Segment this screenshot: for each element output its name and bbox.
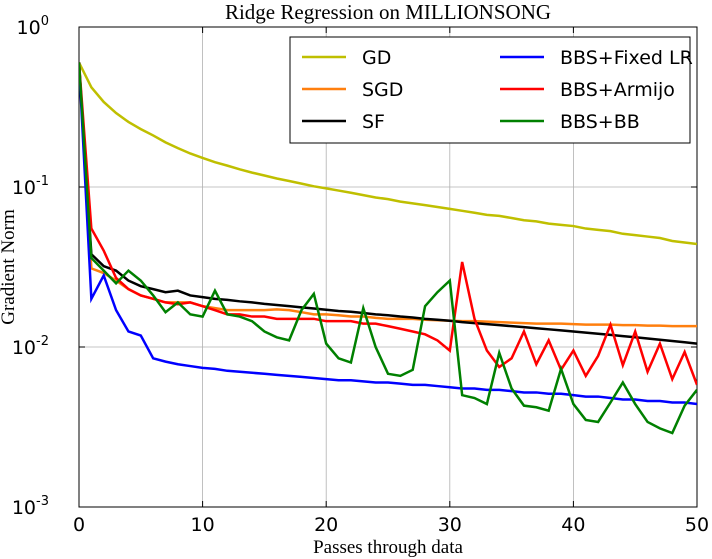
y-tick-base: 10: [12, 177, 36, 199]
x-tick-label: 10: [191, 514, 215, 536]
y-tick-exponent: 0: [41, 14, 49, 29]
data-line: [79, 61, 697, 246]
x-tick-label: 0: [73, 514, 85, 536]
x-tick-label: 50: [685, 514, 709, 536]
y-tick-base: 10: [12, 337, 36, 359]
legend-box: [289, 36, 691, 144]
y-axis-label: Gradient Norm: [0, 209, 19, 325]
x-tick-label: 30: [438, 514, 462, 536]
y-tick-exponent: -1: [36, 174, 49, 189]
y-tick-label: 10-1: [12, 174, 49, 199]
x-axis-label: Passes through data: [313, 537, 463, 558]
legend-label: SF: [362, 111, 385, 133]
legend-label: BBS+Armijo: [560, 79, 675, 101]
y-tick-exponent: -3: [36, 494, 49, 509]
data-line: [79, 62, 697, 345]
y-tick-base: 10: [17, 17, 41, 39]
plot-frame: [78, 26, 698, 508]
y-tick-base: 10: [12, 497, 36, 519]
y-tick-label: 10-3: [12, 494, 49, 519]
data-line: [79, 62, 697, 406]
legend-label: GD: [362, 47, 391, 69]
x-tick-label: 20: [314, 514, 338, 536]
legend-label: SGD: [362, 79, 403, 101]
legend-label: BBS+BB: [560, 111, 640, 133]
y-tick-label: 100: [17, 14, 49, 39]
y-tick-exponent: -2: [36, 334, 49, 349]
data-line: [79, 62, 697, 435]
x-tick-label: 40: [561, 514, 585, 536]
chart-title: Ridge Regression on MILLIONSONG: [225, 0, 551, 24]
legend-label: BBS+Fixed LR: [560, 47, 693, 69]
data-line: [79, 62, 697, 386]
y-tick-label: 10-2: [12, 334, 49, 359]
